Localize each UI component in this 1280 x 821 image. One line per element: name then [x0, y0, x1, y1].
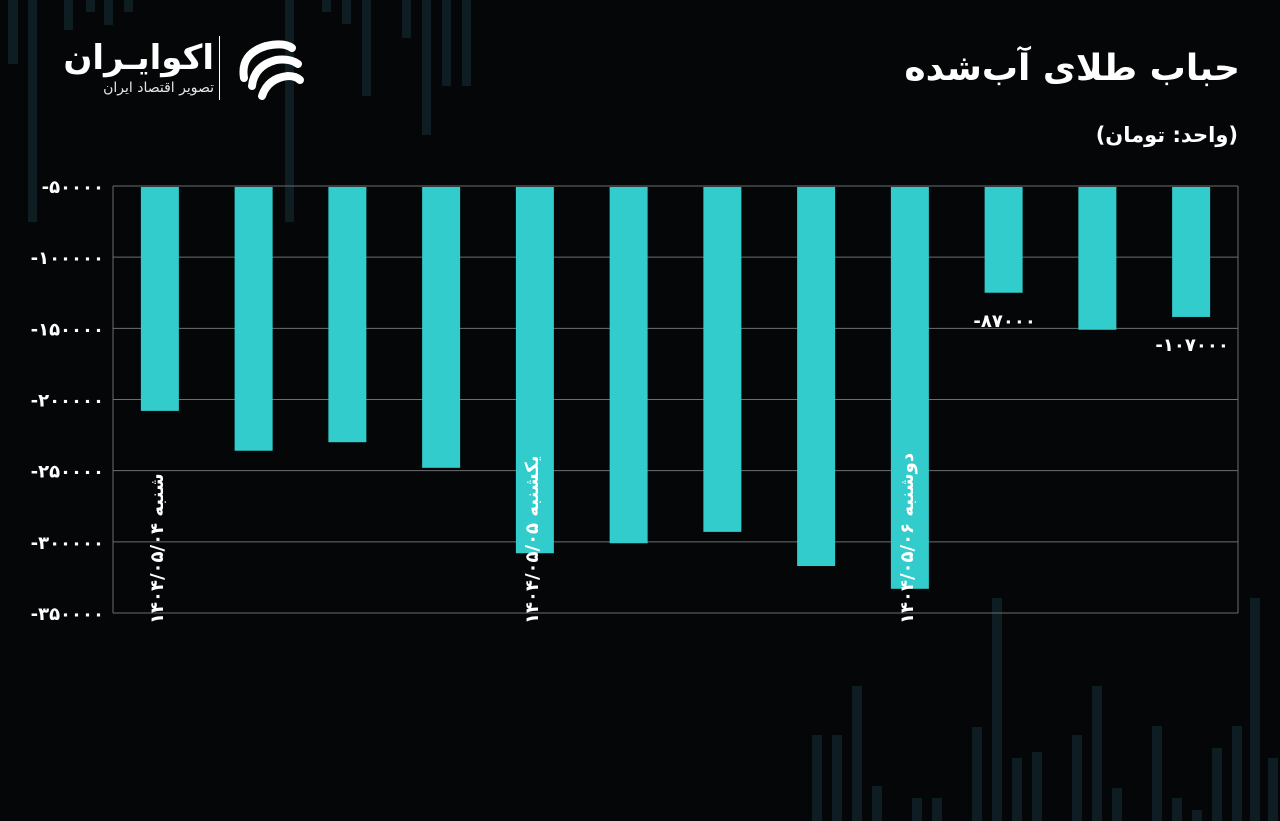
logo-name: اکوایـران [63, 38, 214, 78]
decorative-bar [104, 0, 113, 25]
decorative-bar [1112, 788, 1122, 821]
logo-tagline: تصویر اقتصاد ایران [103, 80, 214, 96]
bar [328, 187, 367, 443]
decorative-bar [422, 0, 431, 135]
bar [797, 187, 836, 567]
bar [515, 187, 554, 554]
bar [140, 187, 179, 411]
bar [1078, 187, 1117, 330]
bar [890, 187, 929, 589]
decorative-bar [124, 0, 133, 12]
bar [1172, 187, 1211, 317]
decorative-bar [972, 727, 982, 821]
bar [703, 187, 742, 532]
data-label: -۸۷۰۰۰ [973, 311, 1035, 332]
decorative-bar [812, 735, 822, 821]
logo-text: اکوایـران تصویر اقتصاد ایران [63, 38, 214, 98]
decorative-bar [8, 0, 18, 64]
decorative-bar [64, 0, 73, 30]
ekoiran-swirl-logo-icon [239, 40, 304, 100]
decorative-bar [992, 598, 1002, 821]
bar [422, 187, 461, 468]
decorative-bar [1232, 726, 1242, 821]
y-tick-label: -۲۵۰۰۰۰ [31, 462, 104, 483]
decorative-bar [1092, 686, 1102, 821]
decorative-bar [342, 0, 351, 24]
y-tick-label: -۳۵۰۰۰۰ [31, 604, 104, 625]
y-tick-label: -۳۰۰۰۰۰ [31, 533, 104, 554]
decorative-bar [285, 0, 294, 222]
y-tick-label: -۲۰۰۰۰۰ [31, 391, 104, 412]
x-axis-label: دوشنبه ۱۴۰۴/۰۵/۰۶ [897, 453, 918, 624]
y-tick-label: -۵۰۰۰۰ [42, 177, 104, 198]
decorative-bar [912, 798, 922, 821]
decorative-bar [872, 786, 882, 821]
decorative-bar [932, 798, 942, 821]
decorative-bar [1032, 752, 1042, 821]
decorative-bar [362, 0, 371, 96]
decorative-bar [442, 0, 451, 86]
decorative-bar [1072, 735, 1082, 821]
decorative-bar [1192, 810, 1202, 821]
logo-divider [219, 36, 220, 100]
decorative-bar [28, 0, 37, 222]
decorative-bar [1268, 758, 1278, 821]
decorative-bar [852, 686, 862, 821]
x-axis-label: یکشنبه ۱۴۰۴/۰۵/۰۵ [522, 456, 543, 624]
data-label: -۱۰۷۰۰۰ [1155, 335, 1228, 356]
bar [984, 187, 1023, 293]
decorative-bar [86, 0, 95, 12]
decorative-bar [322, 0, 331, 12]
decorative-bar [1250, 598, 1260, 821]
bar [609, 187, 648, 544]
unit-label: (واحد: تومان) [1095, 123, 1238, 147]
decorative-bar [1012, 758, 1022, 821]
decorative-bar [402, 0, 411, 38]
y-tick-label: -۱۰۰۰۰۰ [31, 248, 104, 269]
x-axis-label: شنبه ۱۴۰۴/۰۵/۰۴ [147, 473, 168, 624]
y-tick-label: -۱۵۰۰۰۰ [31, 319, 104, 340]
decorative-bar [832, 735, 842, 821]
logo: اکوایـران تصویر اقتصاد ایران [48, 32, 310, 108]
chart-title: حباب طلای آب‌شده [904, 48, 1240, 89]
decorative-bar [1172, 798, 1182, 821]
decorative-bar [1152, 726, 1162, 821]
bar [234, 187, 273, 451]
decorative-bar [1212, 748, 1222, 821]
decorative-bar [462, 0, 471, 86]
